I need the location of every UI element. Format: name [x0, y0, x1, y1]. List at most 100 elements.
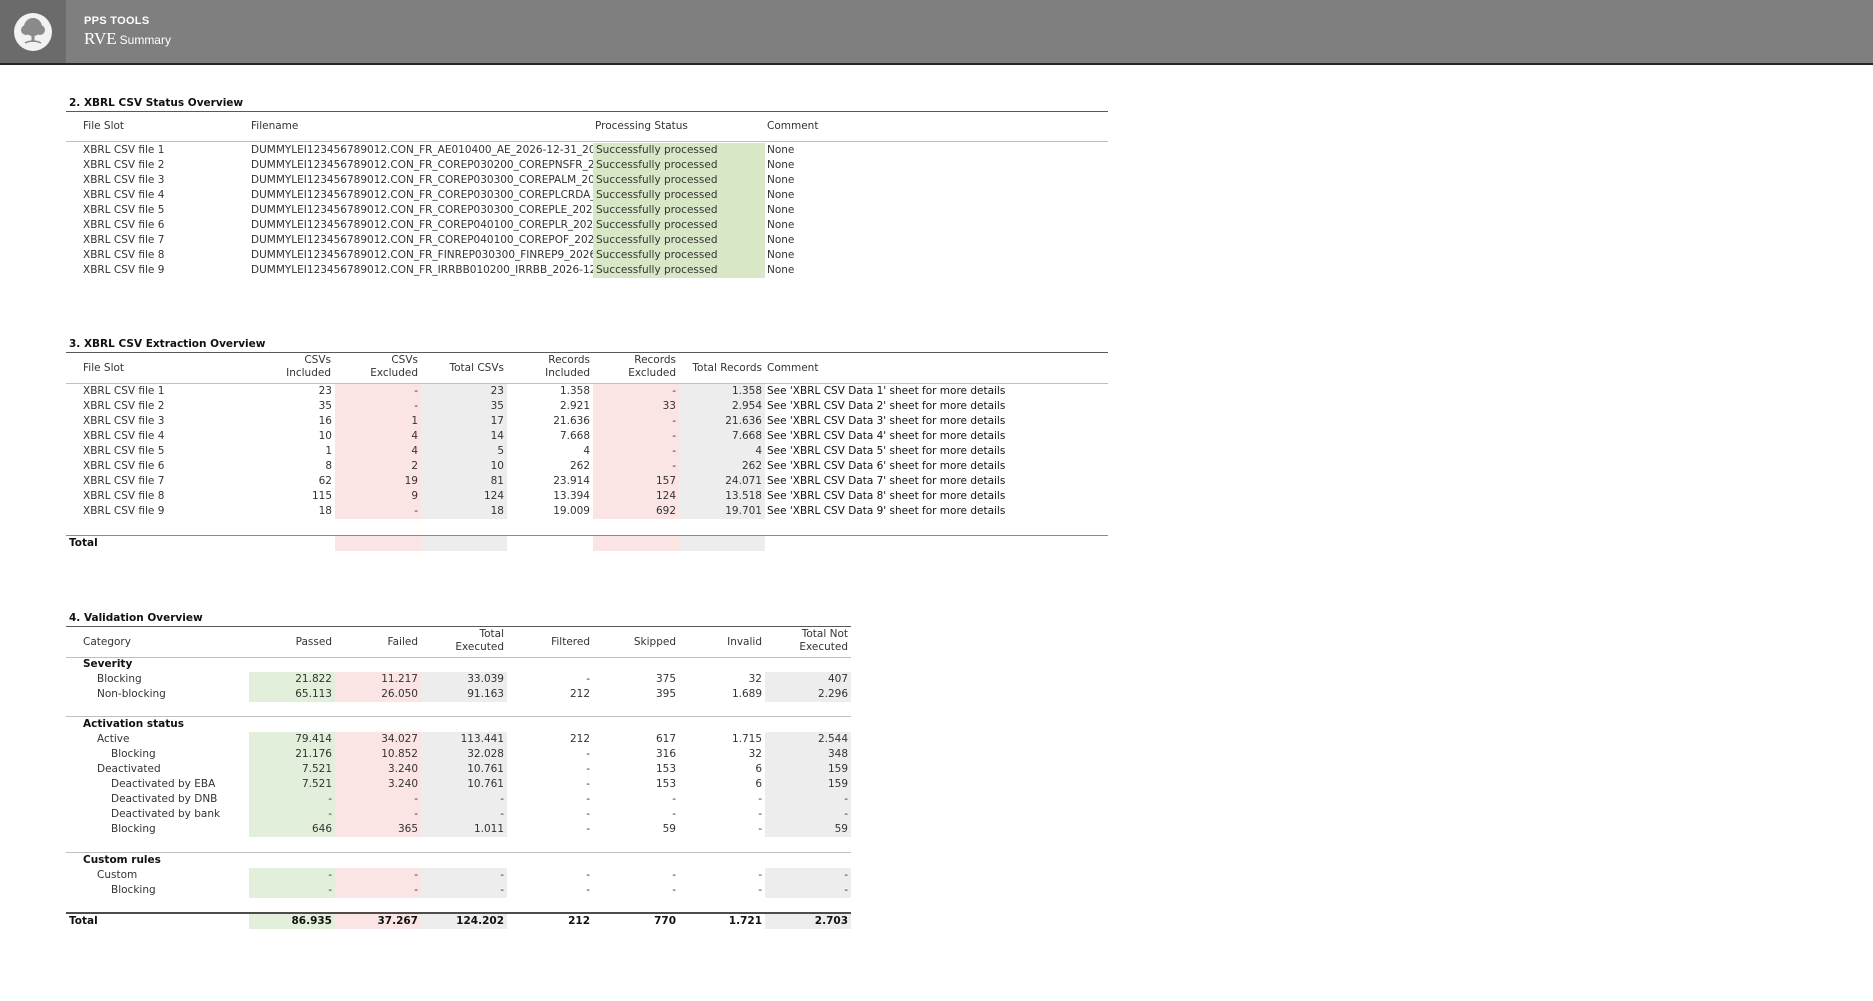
total-executed-cell: -	[421, 868, 507, 883]
extraction-row: XBRL CSV file 4 10 4 14 7.668-7.668 See 'XBRL…	[0, 429, 1120, 444]
total-executed-cell: -	[421, 807, 507, 822]
col-header-filename: Filename	[251, 120, 299, 132]
status-row: XBRL CSV file 8 DUMMYLEI123456789012.CON_…	[0, 248, 1120, 263]
group-label: Activation status	[83, 718, 184, 730]
status-row: XBRL CSV file 7 DUMMYLEI123456789012.CON_…	[0, 233, 1120, 248]
total-records-cell: 262	[679, 459, 765, 474]
divider	[66, 626, 851, 627]
total-records-cell: 13.518	[679, 489, 765, 504]
invalid-cell: 32	[748, 748, 762, 760]
col-header-file-slot: File Slot	[83, 120, 125, 132]
csvs-excluded-cell: 2	[335, 459, 421, 474]
records-included-cell: 4	[583, 445, 590, 457]
records-excluded-cell: 33	[593, 399, 679, 414]
col-header-csvs-excluded: CSVs Excluded	[370, 354, 418, 379]
total-cell	[593, 536, 679, 551]
divider	[66, 912, 851, 914]
failed-cell: 34.027	[335, 732, 421, 747]
total-not-executed-cell: -	[765, 807, 851, 822]
csvs-included-cell: 1	[325, 445, 332, 457]
invalid-cell: 1.689	[731, 688, 762, 700]
total-csvs-cell: 10	[421, 459, 507, 474]
status-section-title: 2. XBRL CSV Status Overview	[69, 97, 244, 109]
filtered-cell: 212	[569, 733, 590, 745]
col-header-total-csvs: Total CSVs	[449, 362, 504, 374]
total-executed-cell: 10.761	[421, 762, 507, 777]
records-excluded-cell: 157	[593, 474, 679, 489]
invalid-cell: 32	[748, 673, 762, 685]
group-header-row: Severity	[0, 657, 1120, 672]
group-label: Custom rules	[83, 854, 161, 866]
filtered-cell: -	[586, 823, 590, 835]
file-slot-cell: XBRL CSV file 1	[83, 144, 165, 156]
comment-cell: None	[767, 264, 795, 276]
extraction-row: XBRL CSV file 9 18-18 19.009 692 19.701 See '…	[0, 504, 1120, 519]
passed-cell: 646	[249, 822, 335, 837]
file-slot-cell: XBRL CSV file 6	[83, 460, 165, 472]
csvs-excluded-cell: 1	[335, 414, 421, 429]
extraction-row: XBRL CSV file 6 8 2 10 262-262 See 'XBRL CSV …	[0, 459, 1120, 474]
processing-status-cell: Successfully processed	[593, 143, 765, 158]
total-csvs-cell: 18	[421, 504, 507, 519]
filename-cell: DUMMYLEI123456789012.CON_FR_COREP040100_…	[251, 234, 593, 246]
passed-cell: 79.414	[249, 732, 335, 747]
passed-cell: 65.113	[249, 687, 335, 702]
skipped-cell: -	[672, 793, 676, 805]
total-cell	[679, 536, 765, 551]
app-header: PPS TOOLS RVE Summary	[0, 0, 1873, 65]
total-not-executed-cell: 159	[765, 777, 851, 792]
total-executed-cell: 91.163	[421, 687, 507, 702]
total-csvs-cell: 17	[421, 414, 507, 429]
total-csvs-cell: 81	[421, 474, 507, 489]
status-row: XBRL CSV file 1 DUMMYLEI123456789012.CON_…	[0, 143, 1120, 158]
filename-cell: DUMMYLEI123456789012.CON_FR_COREP040100_…	[251, 219, 593, 231]
csvs-included-cell: 23	[318, 385, 332, 397]
records-excluded-cell: 124	[593, 489, 679, 504]
validation-row: Deactivated by bank - - - - - - -	[0, 807, 1120, 822]
skipped-cell: -	[672, 884, 676, 896]
validation-row: Blocking 646 365 1.011-59-59	[0, 822, 1120, 837]
total-failed-cell: 37.267	[335, 914, 421, 929]
processing-status-cell: Successfully processed	[593, 218, 765, 233]
status-row: XBRL CSV file 4 DUMMYLEI123456789012.CON_…	[0, 188, 1120, 203]
comment-cell: See 'XBRL CSV Data 3' sheet for more det…	[767, 415, 1006, 427]
file-slot-cell: XBRL CSV file 7	[83, 475, 165, 487]
category-label: Deactivated by EBA	[111, 778, 216, 790]
validation-section-title: 4. Validation Overview	[69, 612, 203, 624]
total-not-executed-cell: 2.296	[765, 687, 851, 702]
filtered-cell: -	[586, 778, 590, 790]
processing-status-cell: Successfully processed	[593, 173, 765, 188]
total-not-executed-cell: -	[765, 792, 851, 807]
file-slot-cell: XBRL CSV file 5	[83, 204, 165, 216]
col-header-comment: Comment	[767, 362, 819, 374]
divider	[66, 352, 1108, 353]
total-not-executed-cell: 2.544	[765, 732, 851, 747]
filtered-cell: 212	[569, 688, 590, 700]
app-name: PPS TOOLS	[84, 15, 150, 27]
invalid-cell: -	[758, 793, 762, 805]
total-invalid-cell: 1.721	[728, 915, 762, 927]
filtered-cell: -	[586, 748, 590, 760]
validation-row: Active 79.414 34.027 113.441 212 617 1.715 2.54…	[0, 732, 1120, 747]
comment-cell: See 'XBRL CSV Data 7' sheet for more det…	[767, 475, 1006, 487]
category-label: Active	[97, 733, 130, 745]
total-cell	[421, 536, 507, 551]
skipped-cell: 59	[662, 823, 676, 835]
filtered-cell: -	[586, 763, 590, 775]
extraction-row: XBRL CSV file 2 35-35 2.921 33 2.954 See 'XBR…	[0, 399, 1120, 414]
passed-cell: 7.521	[249, 762, 335, 777]
total-csvs-cell: 35	[421, 399, 507, 414]
comment-cell: See 'XBRL CSV Data 9' sheet for more det…	[767, 505, 1006, 517]
col-header-records-included: Records Included	[545, 354, 590, 379]
extraction-section-title: 3. XBRL CSV Extraction Overview	[69, 338, 266, 350]
comment-cell: None	[767, 234, 795, 246]
filtered-cell: -	[586, 884, 590, 896]
file-slot-cell: XBRL CSV file 4	[83, 189, 165, 201]
total-skipped-cell: 770	[654, 915, 676, 927]
col-header-csvs-included: CSVs Included	[286, 354, 331, 379]
failed-cell: 11.217	[335, 672, 421, 687]
comment-cell: None	[767, 144, 795, 156]
col-header-processing-status: Processing Status	[595, 120, 688, 132]
passed-cell: -	[249, 807, 335, 822]
failed-cell: 3.240	[335, 762, 421, 777]
